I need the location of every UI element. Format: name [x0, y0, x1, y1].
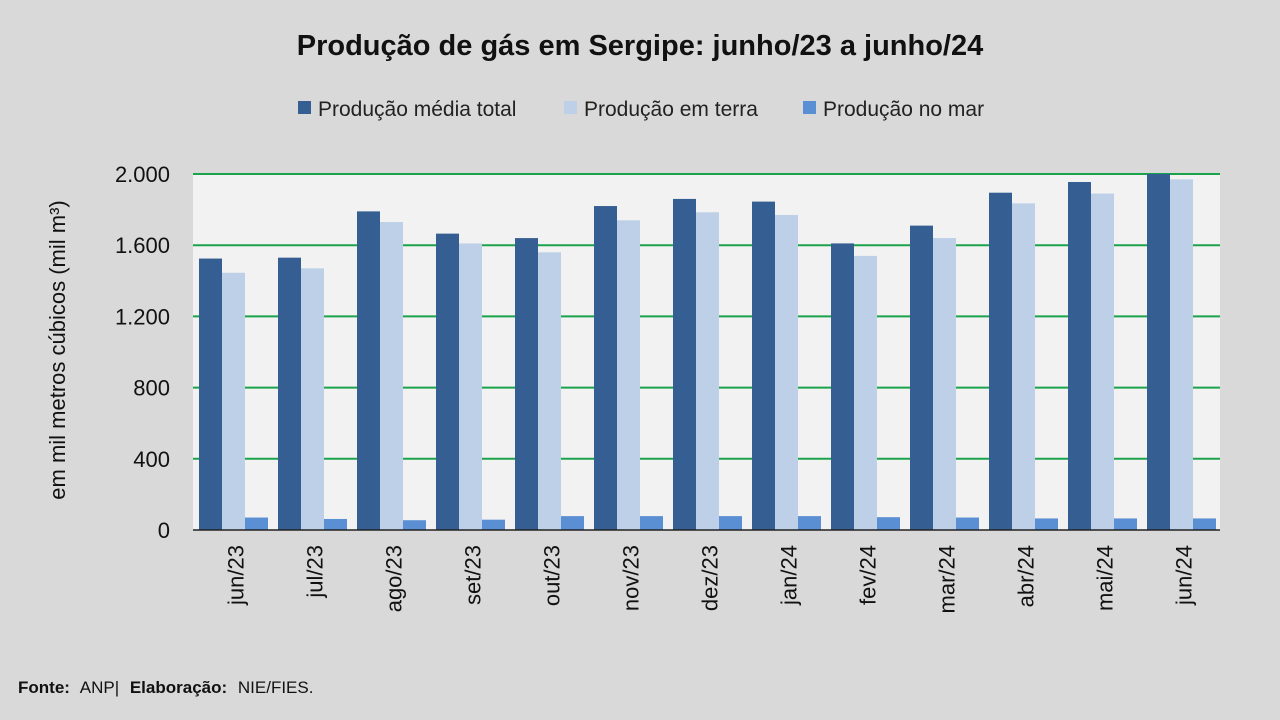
bar-2-5 [640, 516, 663, 530]
bar-0-3 [436, 233, 459, 530]
y-tick-label: 1.200 [115, 304, 170, 329]
bar-0-0 [199, 258, 222, 530]
bar-1-6 [696, 212, 719, 530]
bar-2-0 [245, 517, 268, 530]
bar-2-8 [877, 517, 900, 530]
legend-swatch [803, 101, 816, 114]
source-label: Fonte: [18, 678, 70, 697]
bar-0-9 [910, 225, 933, 530]
x-tick-label: jun/23 [224, 545, 249, 606]
bar-2-11 [1114, 518, 1137, 530]
y-axis-label: em mil metros cúbicos (mil m³) [45, 200, 70, 499]
bar-2-9 [956, 517, 979, 530]
bar-2-2 [403, 520, 426, 530]
x-tick-label: ago/23 [382, 545, 407, 612]
elaboration-value: NIE/FIES. [238, 678, 314, 697]
x-tick-label: fev/24 [856, 545, 881, 605]
bar-2-6 [719, 516, 742, 530]
bars [199, 174, 1216, 531]
y-axis-ticks: 0 400 800 1.200 1.600 2.000 [115, 162, 170, 543]
bar-2-1 [324, 518, 347, 530]
source-value: ANP| [80, 678, 119, 697]
bar-0-5 [594, 206, 617, 531]
x-tick-label: mar/24 [935, 545, 960, 613]
legend-label: Produção média total [318, 98, 516, 121]
bar-0-1 [278, 257, 301, 530]
legend-label: Produção em terra [584, 98, 758, 121]
bar-0-10 [989, 192, 1012, 530]
y-tick-label: 0 [158, 518, 170, 543]
bar-1-2 [380, 222, 403, 530]
bar-1-1 [301, 268, 324, 530]
legend-swatch [298, 101, 311, 114]
y-tick-label: 400 [133, 447, 170, 472]
bar-1-8 [854, 255, 877, 530]
bar-1-9 [933, 238, 956, 530]
bar-1-11 [1091, 193, 1114, 530]
bar-0-6 [673, 198, 696, 531]
x-tick-label: abr/24 [1014, 545, 1039, 607]
bar-2-7 [798, 516, 821, 530]
bar-0-4 [515, 238, 538, 530]
bar-0-8 [831, 243, 854, 531]
bar-1-3 [459, 243, 482, 531]
x-tick-label: out/23 [540, 545, 565, 606]
x-tick-label: mai/24 [1093, 545, 1118, 611]
x-tick-label: set/23 [461, 545, 486, 605]
bar-1-12 [1170, 179, 1193, 530]
x-tick-label: nov/23 [619, 545, 644, 611]
bar-2-3 [482, 519, 505, 530]
source-note: Fonte: ANP| Elaboração: NIE/FIES. [18, 678, 313, 697]
y-tick-label: 2.000 [115, 162, 170, 187]
bar-0-2 [357, 211, 380, 530]
x-tick-label: jun/24 [1172, 545, 1197, 606]
x-axis-ticks: jun/23 jul/23 ago/23 set/23 out/23 nov/23 dez/… [224, 545, 1197, 613]
elaboration-label: Elaboração: [130, 678, 227, 697]
bar-2-12 [1193, 518, 1216, 530]
x-tick-label: dez/23 [698, 545, 723, 611]
bar-1-5 [617, 220, 640, 530]
bar-0-11 [1068, 182, 1091, 530]
legend-label: Produção no mar [823, 98, 984, 121]
bar-1-4 [538, 252, 561, 530]
bar-1-7 [775, 214, 798, 530]
bar-0-7 [752, 201, 775, 530]
chart-title: Produção de gás em Sergipe: junho/23 a j… [297, 30, 983, 62]
x-tick-label: jan/24 [777, 545, 802, 606]
bar-1-0 [222, 272, 245, 530]
bar-2-4 [561, 516, 584, 530]
y-tick-label: 1.600 [115, 233, 170, 258]
legend-swatch [564, 101, 577, 114]
bar-1-10 [1012, 203, 1035, 530]
x-tick-label: jul/23 [303, 545, 328, 599]
bar-2-10 [1035, 518, 1058, 530]
bar-0-12 [1147, 174, 1170, 530]
y-tick-label: 800 [133, 376, 170, 401]
legend: Produção média total Produção em terra Pro… [298, 98, 984, 121]
